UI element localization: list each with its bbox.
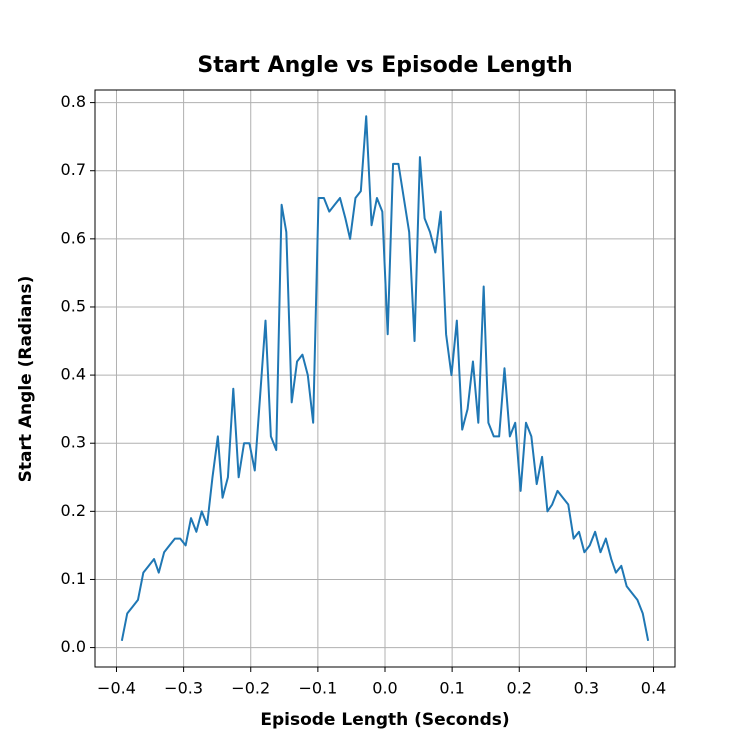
x-tick-label: 0.1 xyxy=(439,679,464,698)
y-tick-label: 0.1 xyxy=(61,569,86,588)
x-axis-label: Episode Length (Seconds) xyxy=(260,710,509,730)
y-axis-label: Start Angle (Radians) xyxy=(16,276,36,483)
x-tick-label: −0.3 xyxy=(164,679,203,698)
x-tick-label: 0.3 xyxy=(574,679,599,698)
x-tick-label: 0.2 xyxy=(507,679,532,698)
x-tick-label: −0.1 xyxy=(298,679,337,698)
plot-frame xyxy=(94,89,676,668)
y-tick-label: 0.2 xyxy=(61,501,86,520)
x-tick-label: −0.2 xyxy=(231,679,270,698)
y-tick-label: 0.0 xyxy=(61,637,86,656)
y-tick-label: 0.7 xyxy=(61,160,86,179)
y-tick-label: 0.3 xyxy=(61,433,86,452)
y-tick-label: 0.8 xyxy=(61,92,86,111)
x-tick-label: 0.0 xyxy=(372,679,397,698)
y-tick-label: 0.5 xyxy=(61,296,86,315)
y-tick-label: 0.6 xyxy=(61,228,86,247)
y-tick-label: 0.4 xyxy=(61,365,86,384)
chart-title: Start Angle vs Episode Length xyxy=(197,53,572,78)
x-tick-label: 0.4 xyxy=(641,679,666,698)
data-line xyxy=(120,115,650,641)
x-tick-label: −0.4 xyxy=(97,679,136,698)
